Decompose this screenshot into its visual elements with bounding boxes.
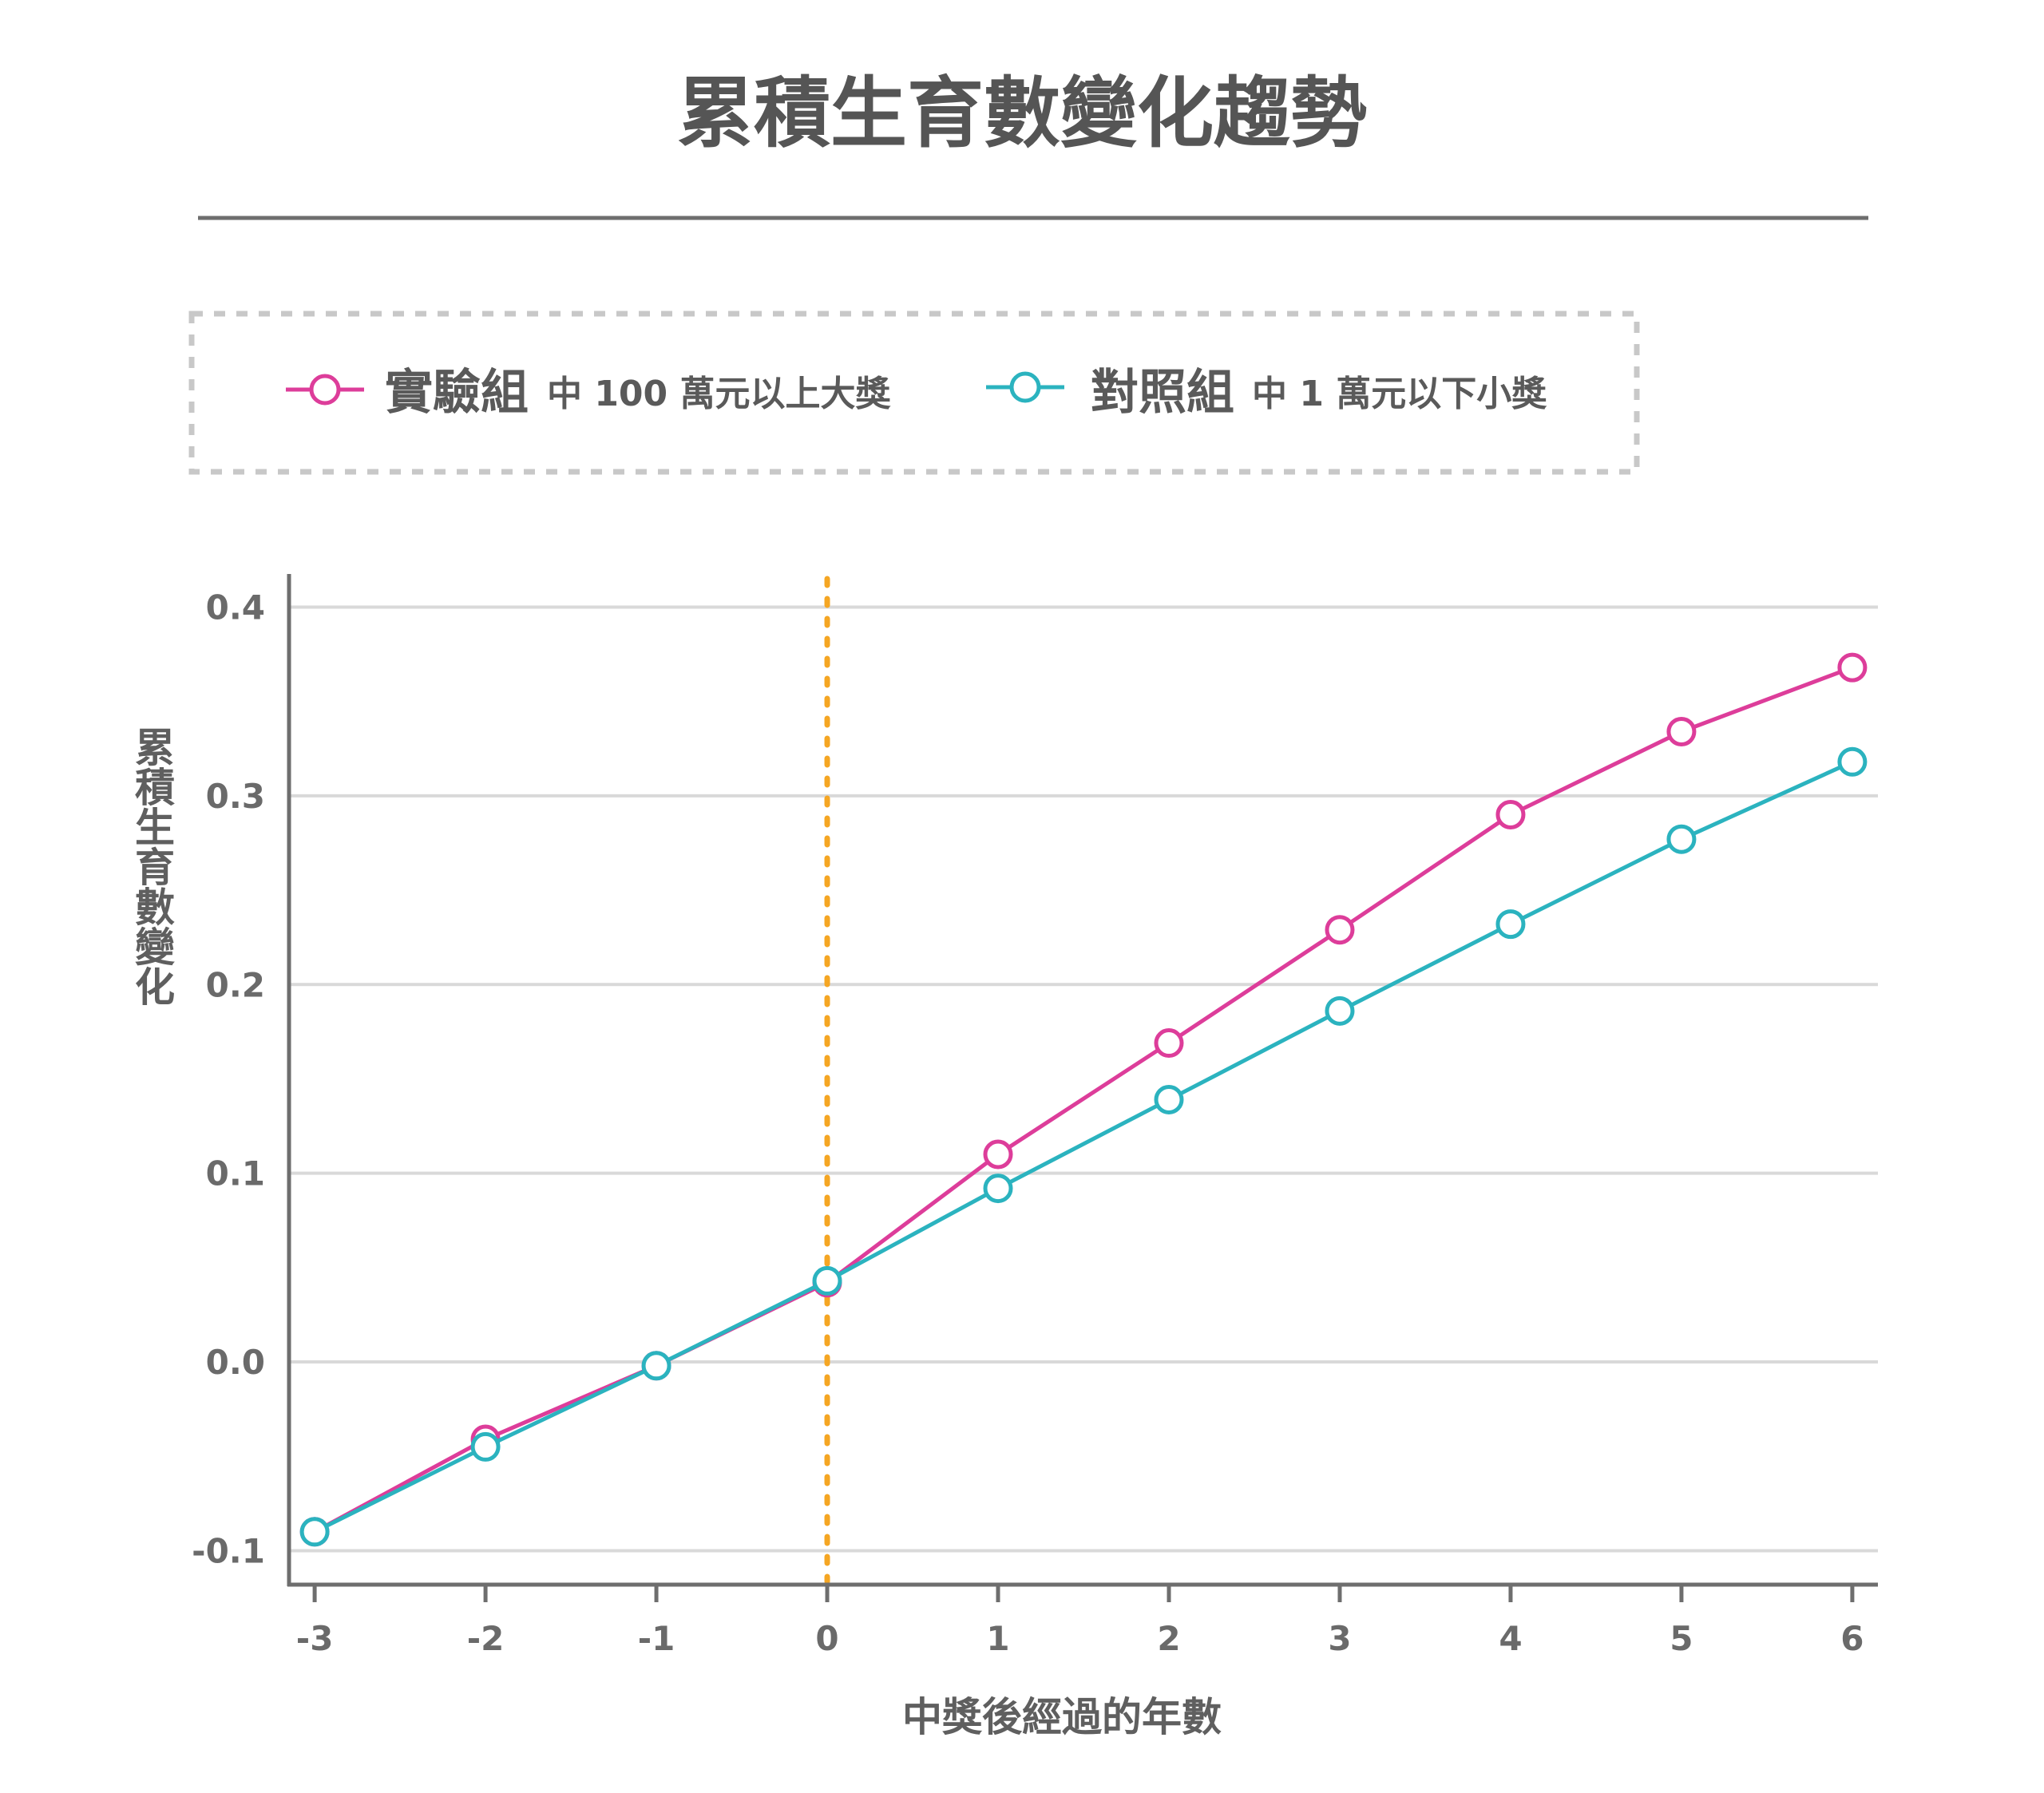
- data-point-control: [470, 1431, 501, 1462]
- x-tick-label: 3: [1328, 1619, 1351, 1658]
- data-point-control: [641, 1351, 671, 1381]
- legend-sublabel-experimental: 中 100 萬元以上大獎: [547, 374, 891, 414]
- legend-marker-experimental: [309, 374, 341, 406]
- data-point-control: [1325, 995, 1355, 1026]
- x-tick-label: 4: [1499, 1619, 1522, 1658]
- data-point-control: [1154, 1084, 1184, 1114]
- data-point-control: [812, 1265, 842, 1296]
- legend-item-experimental: 實驗組 中 100 萬元以上大獎: [286, 365, 891, 421]
- series-control: [299, 746, 1868, 1547]
- series: [299, 652, 1868, 1547]
- data-point-control: [1837, 746, 1868, 777]
- legend-label-control: 對照組: [1091, 365, 1234, 421]
- x-tick-label: 2: [1157, 1619, 1180, 1658]
- gridlines: [289, 605, 1878, 1553]
- data-point-experimental: [1325, 915, 1355, 945]
- x-axis-title: 中獎後經過的年數: [902, 1694, 1222, 1740]
- x-tick-label: 0: [815, 1619, 838, 1658]
- y-tick-label: 0.3: [206, 777, 265, 816]
- y-tick-label: 0.1: [206, 1154, 265, 1193]
- y-axis-title: 累積生育數變化: [129, 726, 175, 1006]
- data-point-experimental: [1154, 1028, 1184, 1059]
- legend-label-experimental: 實驗組: [385, 365, 529, 421]
- x-tick-label: 5: [1670, 1619, 1693, 1658]
- data-point-experimental: [1495, 799, 1526, 829]
- y-tick-label: 0.0: [206, 1343, 265, 1382]
- data-point-experimental: [1666, 716, 1697, 746]
- data-point-control: [1666, 824, 1697, 854]
- legend-box: [188, 311, 1640, 475]
- data-point-control: [983, 1174, 1013, 1204]
- x-tick-label: 1: [986, 1619, 1009, 1658]
- data-point-control: [299, 1517, 330, 1547]
- chart-title: 累積生育數變化趨勢: [677, 69, 1367, 158]
- y-tick-label: -0.1: [192, 1531, 265, 1570]
- axes: [287, 574, 1878, 1602]
- data-point-experimental: [983, 1139, 1013, 1170]
- x-tick-label: 6: [1840, 1619, 1864, 1658]
- tick-labels: -0.1 0.0 0.1 0.2 0.3 0.4 -3 -2 -1 0 1 2 3 4 5 6: [192, 588, 1864, 1658]
- series-experimental: [299, 652, 1868, 1547]
- x-tick-label: -2: [467, 1619, 505, 1658]
- legend-item-control: 對照組 中 1 萬元以下小獎: [986, 365, 1547, 421]
- x-tick-label: -1: [638, 1619, 675, 1658]
- x-tick-label: -3: [296, 1619, 334, 1658]
- series-line-experimental: [313, 665, 1853, 1534]
- y-tick-label: 0.2: [206, 965, 265, 1004]
- y-tick-label: 0.4: [206, 588, 265, 627]
- data-point-control: [1495, 909, 1526, 940]
- legend-sublabel-control: 中 1 萬元以下小獎: [1252, 374, 1547, 414]
- data-point-experimental: [1837, 652, 1868, 683]
- legend-marker-control: [1009, 371, 1041, 403]
- series-line-control: [313, 760, 1853, 1534]
